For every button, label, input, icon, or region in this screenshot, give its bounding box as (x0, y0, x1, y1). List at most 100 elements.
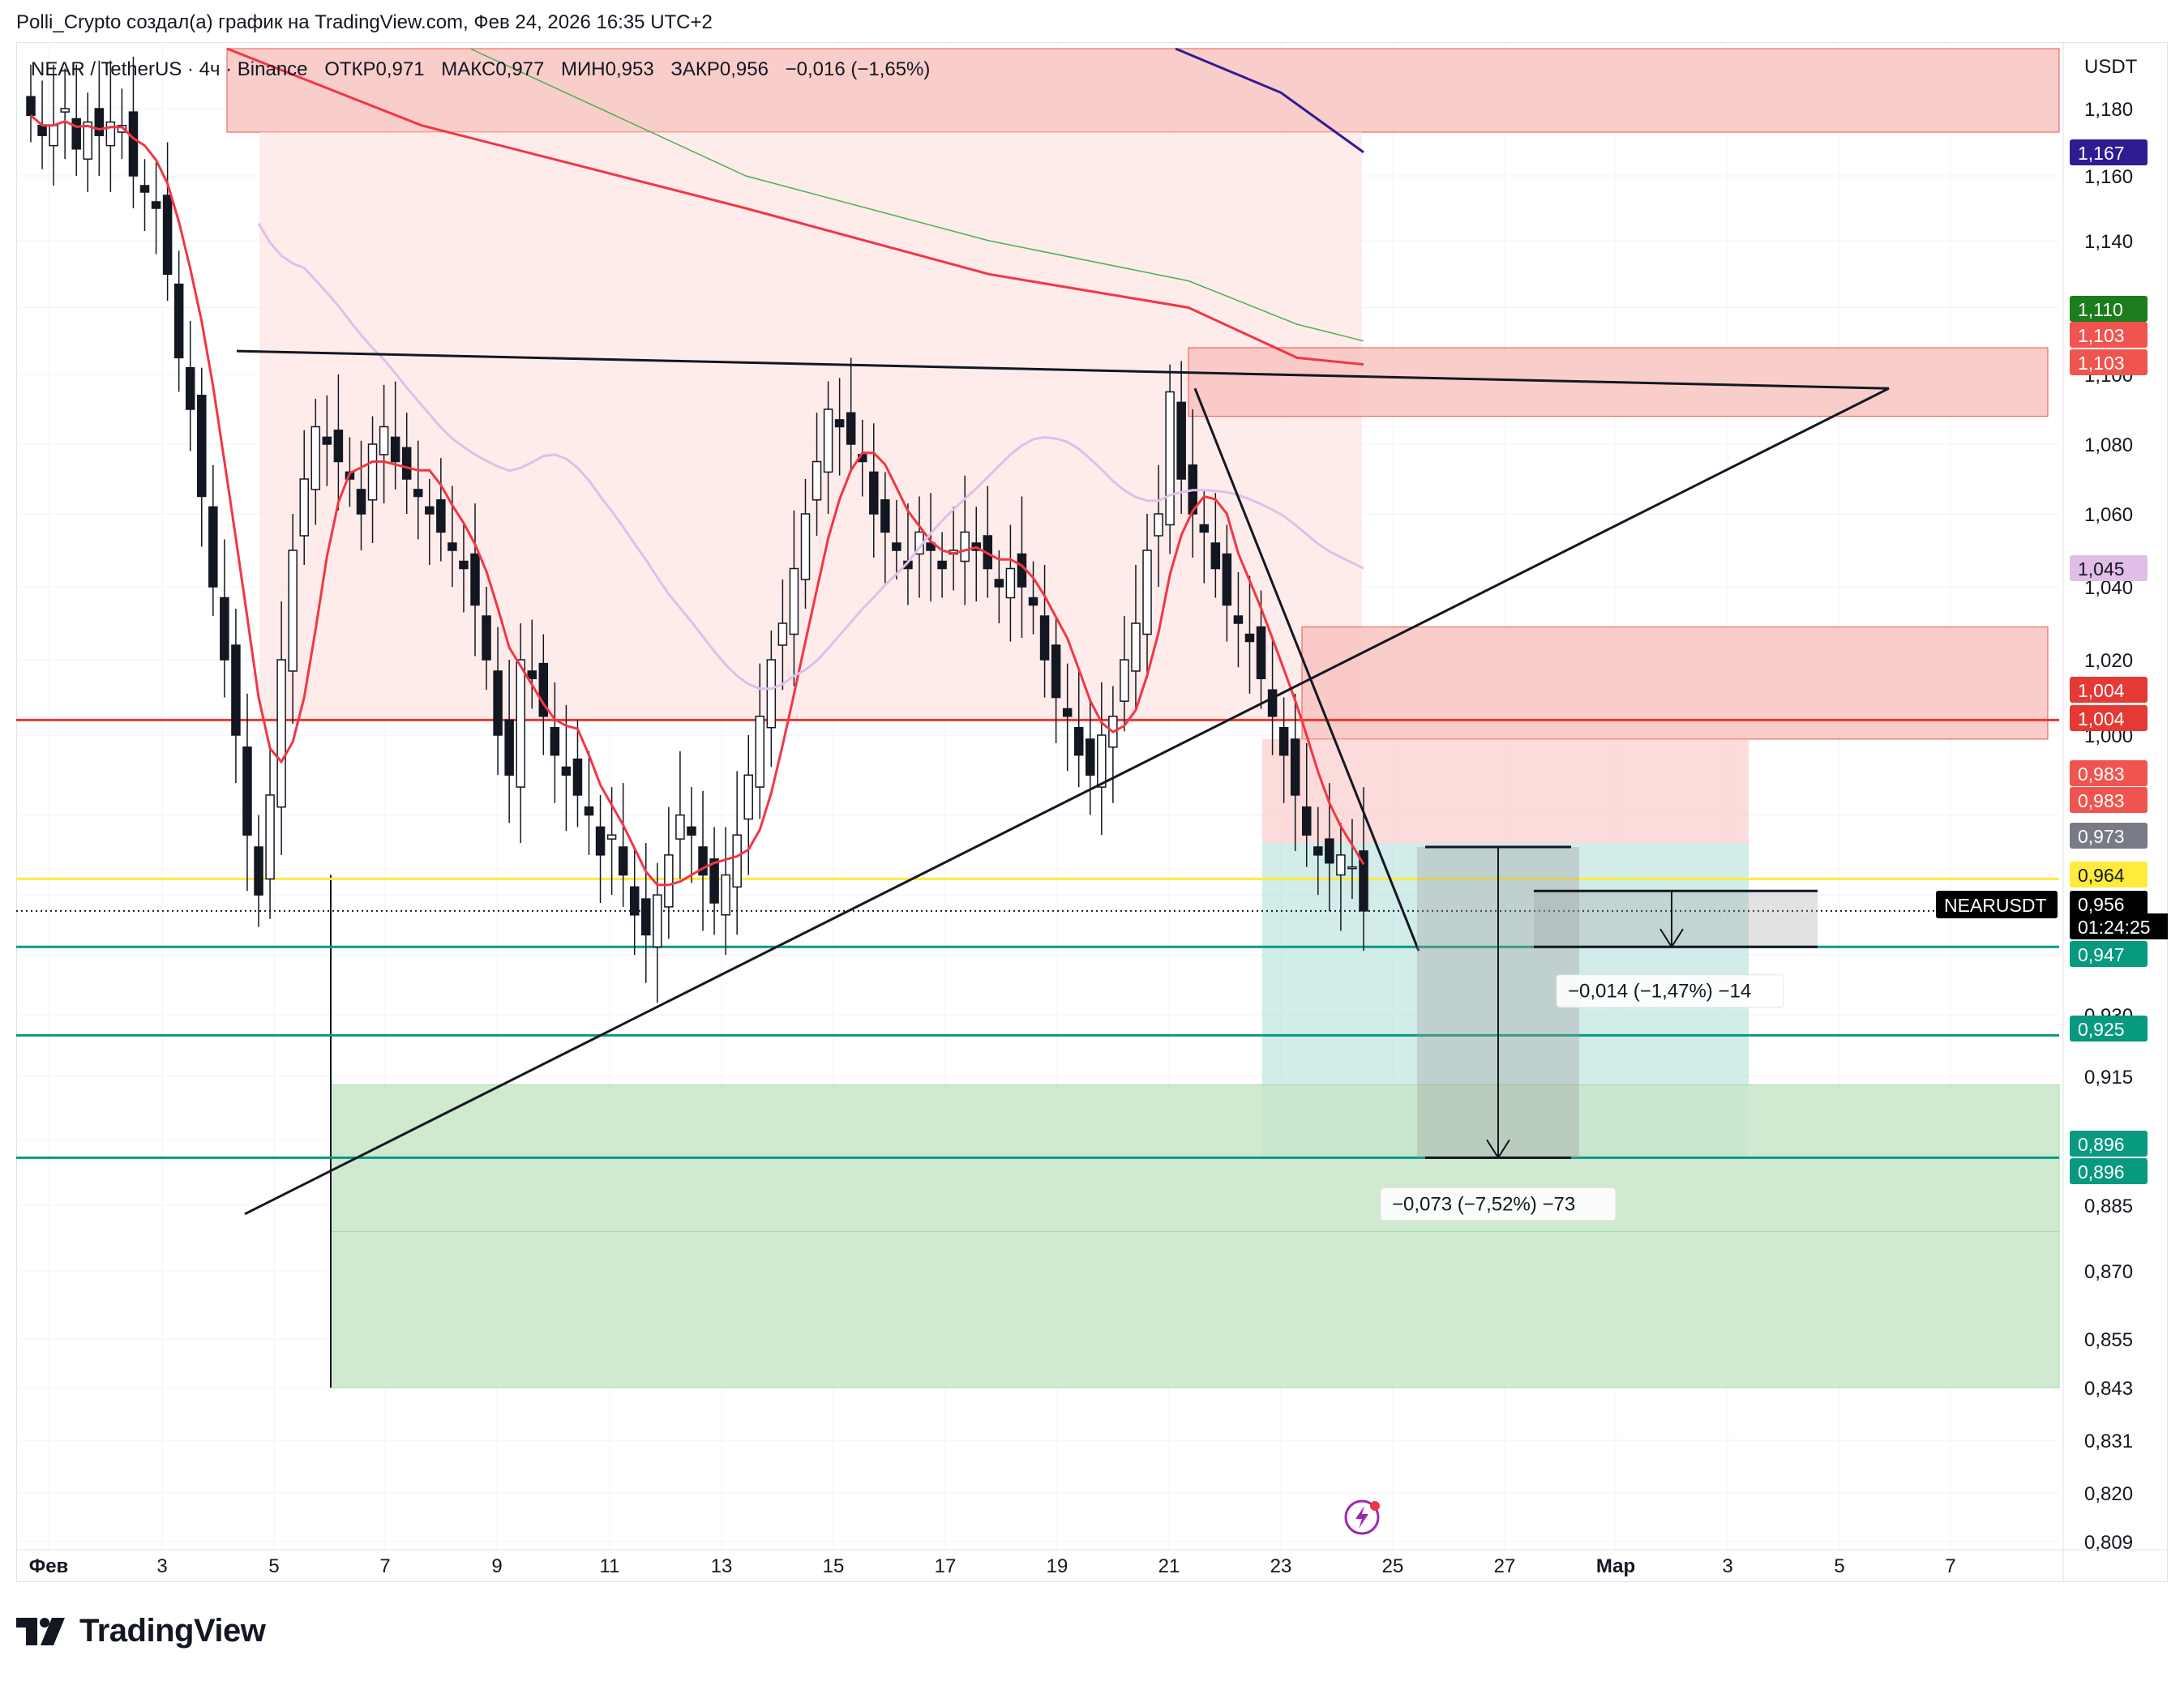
candle-body[interactable] (595, 826, 606, 856)
candle-body[interactable] (1073, 726, 1084, 756)
candle-body[interactable] (1267, 689, 1278, 717)
candle-body[interactable] (185, 367, 195, 410)
candle-body[interactable] (846, 412, 856, 445)
candle-body[interactable] (880, 499, 890, 533)
candle-body[interactable] (812, 460, 822, 501)
candle-body[interactable] (709, 858, 719, 904)
candle-body[interactable] (994, 579, 1004, 588)
candle-body[interactable] (310, 426, 321, 490)
candle-body[interactable] (629, 886, 640, 916)
candle-body[interactable] (448, 542, 457, 551)
candle-body[interactable] (1233, 615, 1244, 624)
candle-body[interactable] (504, 719, 514, 776)
candle-body[interactable] (1325, 838, 1334, 864)
candle-body[interactable] (721, 874, 730, 916)
candle-body[interactable] (265, 794, 275, 880)
measure-box-small[interactable] (1534, 891, 1818, 947)
candle-body[interactable] (960, 531, 970, 562)
ma-navy-line[interactable] (1175, 47, 1364, 154)
candle-body[interactable] (60, 108, 70, 113)
candle-body[interactable] (83, 121, 93, 160)
candle-body[interactable] (1176, 401, 1186, 480)
candle-body[interactable] (606, 834, 617, 840)
symbol-name[interactable]: NEAR / TetherUS · 4ч · Binance (31, 58, 308, 80)
candle-body[interactable] (538, 662, 549, 717)
candle-body[interactable] (1199, 524, 1210, 533)
ema-slow-green-line[interactable] (469, 48, 1364, 342)
candle-body[interactable] (687, 826, 696, 836)
candle-body[interactable] (789, 567, 799, 635)
candle-body[interactable] (276, 659, 286, 808)
candle-body[interactable] (937, 560, 947, 570)
candle-body[interactable] (367, 443, 378, 501)
candle-body[interactable] (698, 846, 708, 876)
candle-body[interactable] (197, 395, 207, 498)
candle-body[interactable] (834, 419, 845, 428)
candle-body[interactable] (1290, 738, 1300, 796)
candle-body[interactable] (755, 716, 765, 788)
candle-body[interactable] (162, 195, 173, 275)
candle-body[interactable] (823, 408, 833, 473)
candle-body[interactable] (1142, 550, 1152, 635)
candle-body[interactable] (1256, 626, 1266, 679)
tradingview-logo[interactable]: TradingView (16, 1613, 266, 1649)
candle-body[interactable] (242, 746, 252, 836)
candle-body[interactable] (220, 597, 229, 661)
candle-body[interactable] (584, 806, 594, 816)
candle-body[interactable] (550, 726, 560, 756)
candle-body[interactable] (94, 108, 105, 136)
candle-body[interactable] (892, 542, 901, 551)
candle-body[interactable] (139, 185, 150, 193)
candle-body[interactable] (561, 766, 572, 776)
candle-body[interactable] (71, 118, 81, 150)
trendline-descending[interactable] (1193, 387, 1420, 952)
candle-body[interactable] (1131, 622, 1141, 672)
candle-body[interactable] (1062, 708, 1073, 717)
candle-body[interactable] (322, 436, 332, 445)
candle-body[interactable] (1086, 738, 1095, 776)
candle-body[interactable] (1313, 846, 1323, 856)
price-chart[interactable]: −0,014 (−1,47%) −14 −0,073 (−7,52%) −73 US… (16, 42, 2168, 1582)
candle-body[interactable] (151, 201, 161, 209)
candle-body[interactable] (618, 846, 628, 876)
candle-body[interactable] (436, 499, 446, 533)
candle-body[interactable] (288, 550, 298, 672)
candle-body[interactable] (1039, 615, 1050, 661)
candle-body[interactable] (401, 447, 412, 480)
candle-body[interactable] (1154, 513, 1163, 537)
candle-body[interactable] (777, 622, 788, 646)
candle-body[interactable] (1278, 726, 1289, 756)
stop-loss-zone[interactable] (1262, 738, 1749, 844)
candle-body[interactable] (105, 121, 116, 147)
candle-body[interactable] (1301, 806, 1312, 836)
candle-body[interactable] (459, 560, 469, 570)
support-zone[interactable] (330, 1084, 2060, 1388)
candle-body[interactable] (208, 506, 218, 588)
ma-purple-line[interactable] (257, 222, 1364, 691)
candle-body[interactable] (1222, 553, 1232, 606)
trendline-support[interactable] (244, 387, 1890, 1216)
candle-body[interactable] (1120, 659, 1129, 702)
candle-body[interactable] (1005, 567, 1016, 599)
candle-body[interactable] (869, 471, 879, 515)
candle-body[interactable] (516, 659, 525, 788)
candle-body[interactable] (1210, 542, 1221, 570)
candle-body[interactable] (641, 898, 651, 936)
candle-body[interactable] (1097, 734, 1107, 788)
resistance-zone-top[interactable] (226, 48, 2060, 133)
trendline-top[interactable] (236, 349, 1890, 390)
candle-body[interactable] (664, 854, 674, 908)
candle-body[interactable] (766, 659, 777, 729)
candle-body[interactable] (26, 96, 36, 117)
candle-body[interactable] (482, 615, 491, 661)
candle-body[interactable] (173, 283, 184, 359)
candle-body[interactable] (37, 125, 47, 136)
candle-body[interactable] (1165, 391, 1175, 526)
ema-slow-red-line[interactable] (226, 47, 1364, 366)
candle-body[interactable] (1347, 866, 1357, 870)
candle-body[interactable] (653, 894, 662, 947)
candle-body[interactable] (1028, 597, 1038, 606)
candle-body[interactable] (470, 553, 480, 606)
candle-body[interactable] (493, 670, 503, 736)
candle-body[interactable] (1244, 633, 1255, 643)
